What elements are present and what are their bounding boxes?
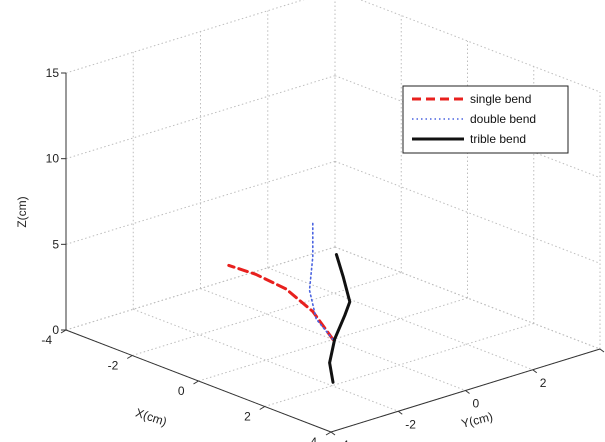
y-tick-label: 0: [473, 397, 480, 411]
side-wall-grid-line: [334, 75, 601, 179]
x-tick: [126, 355, 133, 359]
z-tick-label: 0: [52, 323, 59, 337]
z-axis-label: Z(cm): [15, 196, 29, 227]
back-wall-grid-line: [65, 75, 336, 160]
y-tick: [532, 369, 538, 374]
side-wall-grid-line: [334, 246, 601, 350]
series-line-1: [308, 221, 334, 341]
x-tick: [259, 406, 266, 410]
legend: single bend double bend trible bend: [402, 85, 569, 154]
x-axis-label: X(cm): [134, 406, 169, 429]
back-grid: [65, 0, 601, 433]
y-tick: [397, 410, 403, 415]
floor-grid-line: [132, 272, 402, 356]
back-wall-grid-line: [65, 0, 305, 74]
z-tick-label: 15: [46, 66, 60, 80]
legend-label-trible-bend: trible bend: [470, 132, 526, 146]
x-tick-label: -2: [108, 359, 119, 373]
x-tick-label: 4: [310, 435, 317, 442]
axis-labels: X(cm) Y(cm) Z(cm): [15, 196, 494, 430]
y-tick-label: 2: [540, 376, 547, 390]
y-tick-label: -2: [405, 417, 416, 431]
x-tick-label: 2: [244, 410, 251, 424]
y-tick-label: -4: [338, 438, 349, 442]
series-lines: [227, 221, 352, 384]
back-wall-grid-line: [65, 160, 336, 245]
floor-grid-line: [267, 267, 533, 371]
x-tick: [193, 380, 199, 385]
z-tick-label: 10: [46, 152, 60, 166]
series-line-0: [227, 263, 335, 341]
y-tick: [599, 348, 605, 353]
side-wall-grid-line: [359, 0, 601, 93]
side-wall-grid-line: [334, 160, 601, 264]
series-line-2: [328, 253, 352, 384]
legend-label-double-bend: double bend: [470, 112, 536, 126]
z-tick-label: 5: [52, 237, 59, 251]
y-tick: [465, 390, 470, 394]
x-tick-label: -4: [41, 333, 52, 347]
back-wall-grid-line: [65, 246, 336, 331]
floor-grid-line: [200, 288, 466, 391]
x-tick-label: 0: [178, 384, 185, 398]
legend-label-single-bend: single bend: [470, 92, 531, 106]
floor-grid-line: [133, 308, 399, 412]
y-tick: [330, 431, 336, 436]
y-axis-label: Y(cm): [460, 409, 494, 430]
x-tick: [325, 431, 332, 436]
